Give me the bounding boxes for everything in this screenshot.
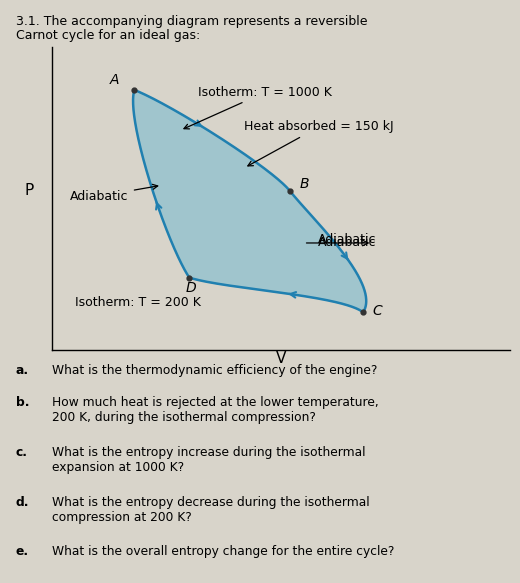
Text: Adiabatic: Adiabatic (70, 184, 158, 203)
Text: $D$: $D$ (185, 281, 197, 295)
Text: What is the overall entropy change for the entire cycle?: What is the overall entropy change for t… (52, 545, 394, 558)
Text: Carnot cycle for an ideal gas:: Carnot cycle for an ideal gas: (16, 29, 200, 42)
Text: Heat absorbed = 150 kJ: Heat absorbed = 150 kJ (244, 120, 394, 166)
Text: What is the entropy decrease during the isothermal
compression at 200 K?: What is the entropy decrease during the … (52, 496, 370, 524)
X-axis label: V: V (276, 351, 286, 366)
Text: How much heat is rejected at the lower temperature,
200 K, during the isothermal: How much heat is rejected at the lower t… (52, 396, 379, 424)
Text: $C$: $C$ (372, 304, 384, 318)
Text: a.: a. (16, 364, 29, 377)
Polygon shape (133, 90, 366, 312)
Text: b.: b. (16, 396, 29, 409)
Text: Isotherm: T = 1000 K: Isotherm: T = 1000 K (184, 86, 332, 129)
Text: Adiabatic: Adiabatic (317, 237, 376, 250)
Text: Isotherm: T = 200 K: Isotherm: T = 200 K (75, 297, 201, 310)
Text: d.: d. (16, 496, 29, 508)
Text: Adiabatic: Adiabatic (317, 233, 376, 246)
Text: $A$: $A$ (109, 73, 121, 87)
Text: e.: e. (16, 545, 29, 558)
Text: $B$: $B$ (299, 177, 310, 191)
Text: What is the thermodynamic efficiency of the engine?: What is the thermodynamic efficiency of … (52, 364, 378, 377)
Text: 3.1. The accompanying diagram represents a reversible: 3.1. The accompanying diagram represents… (16, 15, 367, 27)
Y-axis label: P: P (24, 183, 34, 198)
Text: What is the entropy increase during the isothermal
expansion at 1000 K?: What is the entropy increase during the … (52, 446, 366, 474)
Text: c.: c. (16, 446, 28, 459)
